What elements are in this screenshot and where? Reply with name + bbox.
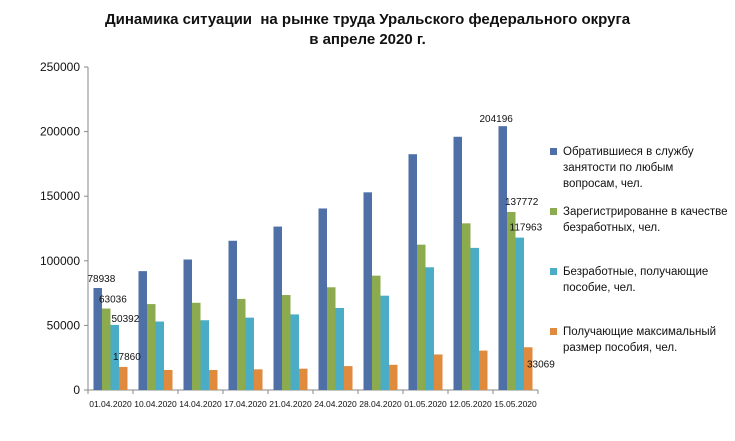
y-tick-label: 50000	[47, 318, 81, 332]
bar-series-2-cat-4	[290, 314, 299, 390]
bar-series-1-cat-9	[507, 211, 516, 390]
bar-series-3-cat-8	[479, 350, 488, 390]
chart-title-block: Динамика ситуации на рынке труда Уральск…	[0, 10, 735, 50]
bar-series-0-cat-7	[408, 154, 417, 390]
legend-swatch-3	[550, 328, 557, 335]
bar-series-0-cat-6	[363, 192, 372, 390]
bar-series-3-cat-6	[389, 364, 398, 390]
legend-label-3: Получающие максимальный размер пособия, …	[563, 326, 717, 354]
bar-series-2-cat-5	[335, 307, 344, 390]
bar-series-3-cat-7	[434, 354, 443, 390]
x-tick-label: 01.04.2020	[89, 399, 132, 409]
bar-series-2-cat-3	[245, 317, 254, 390]
bar-series-1-cat-6	[372, 275, 381, 390]
bar-series-0-cat-9	[498, 126, 507, 390]
bar-series-0-cat-0	[93, 288, 102, 390]
data-label-series-2: 50392	[112, 314, 140, 325]
data-label-series-3: 17860	[113, 352, 141, 363]
data-label-series-2: 117963	[510, 223, 543, 234]
legend-swatch-1	[550, 208, 557, 215]
chart-subtitle: в апреле 2020 г.	[309, 31, 426, 48]
x-tick-label: 14.04.2020	[179, 399, 222, 409]
y-tick-label: 150000	[40, 189, 80, 203]
data-label-series-0: 78938	[88, 274, 116, 285]
chart-title: Динамика ситуации на рынке труда Уральск…	[104, 11, 631, 28]
x-tick-label: 17.04.2020	[224, 399, 267, 409]
data-label-series-1: 137772	[505, 197, 539, 208]
x-tick-label: 28.04.2020	[359, 399, 402, 409]
bar-series-1-cat-2	[192, 302, 201, 390]
data-label-series-0: 204196	[480, 114, 514, 125]
data-label-series-1: 63036	[99, 295, 127, 306]
bar-series-0-cat-5	[318, 208, 327, 390]
legend-swatch-2	[550, 268, 557, 275]
bar-series-3-cat-9	[524, 347, 533, 390]
legend-label-1: Зарегистрированне в качестве безработных…	[563, 206, 728, 234]
bar-series-1-cat-8	[462, 223, 471, 390]
bar-series-1-cat-3	[237, 298, 246, 390]
bar-series-1-cat-4	[282, 295, 291, 390]
bar-series-1-cat-0	[102, 308, 111, 390]
legend-swatch-0	[550, 148, 557, 155]
bar-series-2-cat-6	[380, 295, 389, 390]
bar-series-3-cat-0	[119, 366, 128, 390]
bar-series-3-cat-4	[299, 368, 308, 390]
y-tick-label: 250000	[40, 60, 80, 74]
bar-series-2-cat-9	[515, 237, 524, 390]
y-tick-label: 100000	[40, 254, 80, 268]
x-tick-label: 15.05.2020	[494, 399, 537, 409]
bar-series-2-cat-8	[470, 247, 479, 390]
bar-series-3-cat-5	[344, 366, 353, 390]
bar-series-1-cat-1	[147, 304, 156, 390]
bar-series-3-cat-3	[254, 369, 263, 390]
x-tick-label: 24.04.2020	[314, 399, 357, 409]
x-tick-label: 10.04.2020	[134, 399, 177, 409]
bar-series-2-cat-2	[200, 320, 209, 390]
bar-series-2-cat-7	[425, 267, 434, 390]
bar-series-0-cat-2	[183, 259, 192, 390]
y-tick-label: 200000	[40, 125, 80, 139]
legend-label-0: Обратившиеся в службу занятости по любым…	[563, 146, 694, 190]
legend-label-2: Безработные, получающие пособие, чел.	[563, 266, 709, 294]
x-tick-label: 01.05.2020	[404, 399, 447, 409]
bar-series-3-cat-2	[209, 369, 218, 390]
bar-series-0-cat-8	[453, 136, 462, 390]
bar-series-1-cat-7	[417, 244, 426, 390]
bar-series-0-cat-3	[228, 240, 237, 390]
bar-series-2-cat-0	[110, 324, 119, 390]
x-tick-label: 21.04.2020	[269, 399, 312, 409]
bar-series-0-cat-1	[138, 271, 147, 390]
x-tick-label: 12.05.2020	[449, 399, 492, 409]
y-tick-label: 0	[73, 383, 80, 397]
bar-series-1-cat-5	[327, 287, 336, 390]
bar-series-3-cat-1	[164, 369, 173, 390]
bar-series-2-cat-1	[155, 321, 164, 390]
bar-series-0-cat-4	[273, 226, 282, 390]
data-label-series-3: 33069	[527, 359, 555, 370]
